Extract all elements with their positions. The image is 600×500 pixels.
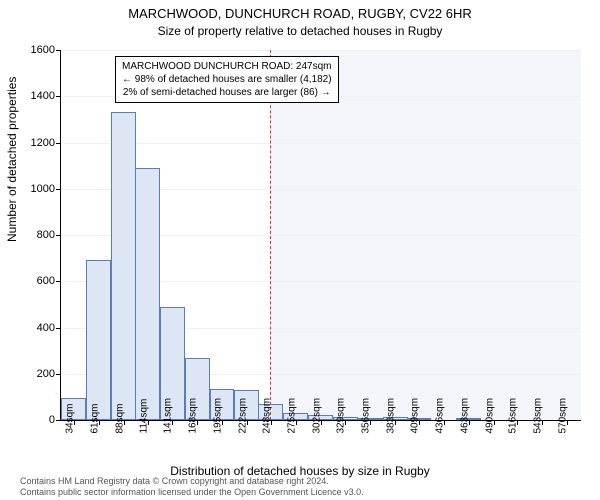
y-tick-label: 600 <box>15 275 55 287</box>
footer-attribution: Contains HM Land Registry data © Crown c… <box>20 476 364 498</box>
y-tick-mark <box>56 235 61 236</box>
y-tick-mark <box>56 143 61 144</box>
footer-line-1: Contains HM Land Registry data © Crown c… <box>20 476 364 487</box>
histogram-bar <box>111 112 136 420</box>
y-tick-label: 1600 <box>15 44 55 56</box>
y-tick-label: 400 <box>15 322 55 334</box>
y-tick-mark <box>56 328 61 329</box>
plot-area <box>60 50 581 421</box>
y-tick-mark <box>56 96 61 97</box>
marker-line <box>270 50 271 420</box>
y-tick-mark <box>56 374 61 375</box>
y-tick-mark <box>56 189 61 190</box>
y-tick-label: 0 <box>15 414 55 426</box>
annotation-line: ← 98% of detached houses are smaller (4,… <box>122 73 332 86</box>
y-tick-mark <box>56 50 61 51</box>
annotation-box: MARCHWOOD DUNCHURCH ROAD: 247sqm← 98% of… <box>115 56 339 103</box>
y-tick-label: 800 <box>15 229 55 241</box>
y-tick-label: 1200 <box>15 137 55 149</box>
annotation-line: MARCHWOOD DUNCHURCH ROAD: 247sqm <box>122 60 332 73</box>
y-tick-mark <box>56 420 61 421</box>
chart-title-sub: Size of property relative to detached ho… <box>0 24 600 38</box>
histogram-bar <box>135 168 160 420</box>
footer-line-2: Contains public sector information licen… <box>20 487 364 498</box>
y-tick-label: 1400 <box>15 90 55 102</box>
y-tick-mark <box>56 281 61 282</box>
y-tick-label: 200 <box>15 368 55 380</box>
grid-line <box>61 50 581 51</box>
histogram-bar <box>86 260 111 420</box>
grid-line <box>61 143 581 144</box>
y-tick-label: 1000 <box>15 183 55 195</box>
chart-title-main: MARCHWOOD, DUNCHURCH ROAD, RUGBY, CV22 6… <box>0 6 600 21</box>
annotation-line: 2% of semi-detached houses are larger (8… <box>122 86 332 99</box>
